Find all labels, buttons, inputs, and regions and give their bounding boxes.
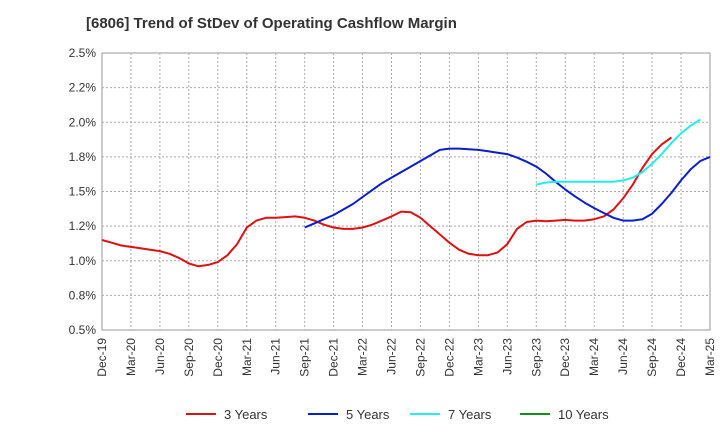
- x-tick-label: Jun-22: [385, 338, 399, 375]
- legend-label: 3 Years: [224, 407, 268, 422]
- y-tick-label: 0.8%: [69, 288, 97, 302]
- x-tick-label: Dec-21: [327, 338, 341, 377]
- y-tick-label: 2.2%: [69, 81, 97, 95]
- series-line: [536, 118, 701, 186]
- x-tick-label: Mar-23: [471, 338, 485, 376]
- y-tick-label: 1.2%: [69, 219, 97, 233]
- legend-label: 5 Years: [346, 407, 390, 422]
- y-tick-label: 1.5%: [69, 185, 97, 199]
- x-axis: Dec-19 Mar-20 Jun-20 Sep-20 Dec-20 Mar-21 Jun-…: [95, 338, 717, 377]
- legend: 3 Years 5 Years 7 Years 10 Years: [186, 407, 609, 422]
- x-tick-label: Sep-21: [298, 338, 312, 377]
- y-tick-label: 2.5%: [69, 46, 97, 60]
- x-tick-label: Sep-23: [529, 338, 543, 377]
- y-tick-label: 1.0%: [69, 254, 97, 268]
- y-tick-label: 1.8%: [69, 150, 97, 164]
- x-tick-label: Jun-23: [500, 338, 514, 375]
- x-tick-label: Jun-20: [153, 338, 167, 375]
- x-tick-label: Dec-23: [558, 338, 572, 377]
- x-tick-label: Dec-20: [211, 338, 225, 377]
- series-line: [101, 136, 672, 268]
- x-tick-label: Sep-22: [413, 338, 427, 377]
- grid: [102, 53, 710, 330]
- x-tick-label: Mar-25: [703, 338, 717, 376]
- x-tick-label: Mar-20: [124, 338, 138, 376]
- y-axis: 0.5% 0.8% 1.0% 1.2% 1.5% 1.8% 2.0% 2.2% 2.5%: [69, 46, 97, 337]
- x-tick-label: Dec-19: [95, 338, 109, 377]
- x-tick-label: Jun-21: [269, 338, 283, 375]
- x-tick-label: Jun-24: [616, 338, 630, 375]
- x-tick-label: Sep-24: [645, 338, 659, 377]
- series-line: [304, 147, 711, 229]
- legend-label: 7 Years: [448, 407, 492, 422]
- chart-title: [6806] Trend of StDev of Operating Cashf…: [86, 15, 457, 32]
- x-tick-label: Mar-24: [587, 338, 601, 376]
- x-tick-label: Dec-24: [674, 338, 688, 377]
- series-lines: [101, 118, 711, 268]
- y-tick-label: 0.5%: [69, 323, 97, 337]
- legend-label: 10 Years: [558, 407, 609, 422]
- x-tick-label: Sep-20: [182, 338, 196, 377]
- x-tick-label: Mar-21: [240, 338, 254, 376]
- x-tick-label: Dec-22: [442, 338, 456, 377]
- y-tick-label: 2.0%: [69, 115, 97, 129]
- x-tick-label: Mar-22: [356, 338, 370, 376]
